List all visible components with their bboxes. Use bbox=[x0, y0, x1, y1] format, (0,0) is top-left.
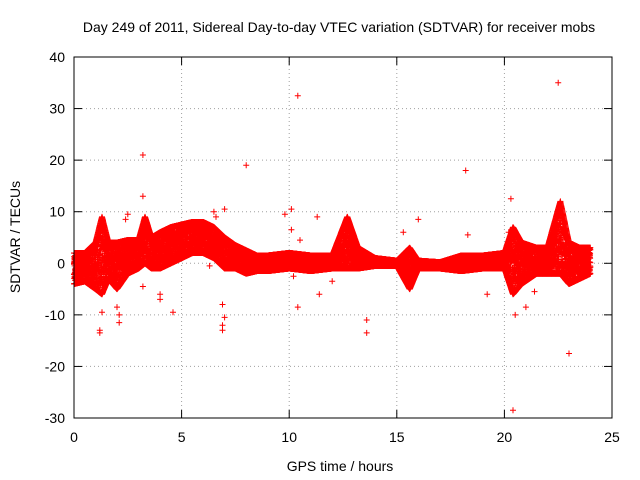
y-tick-label: -30 bbox=[45, 410, 65, 426]
y-tick-label: 0 bbox=[57, 255, 65, 271]
x-tick-label: 20 bbox=[497, 429, 513, 445]
x-tick-label: 5 bbox=[178, 429, 186, 445]
y-tick-label: -20 bbox=[45, 358, 65, 374]
y-axis-ticks: -30 -20 -10 0 10 20 30 40 bbox=[45, 49, 612, 426]
x-tick-label: 10 bbox=[281, 429, 297, 445]
y-tick-label: 40 bbox=[49, 49, 65, 65]
data-points bbox=[71, 79, 594, 414]
x-tick-label: 15 bbox=[389, 429, 405, 445]
y-tick-label: -10 bbox=[45, 307, 65, 323]
x-tick-label: 0 bbox=[70, 429, 78, 445]
chart-title: Day 249 of 2011, Sidereal Day-to-day VTE… bbox=[83, 19, 595, 35]
y-tick-label: 30 bbox=[49, 101, 65, 117]
y-tick-label: 20 bbox=[49, 152, 65, 168]
x-tick-label: 25 bbox=[604, 429, 620, 445]
y-tick-label: 10 bbox=[49, 204, 65, 220]
